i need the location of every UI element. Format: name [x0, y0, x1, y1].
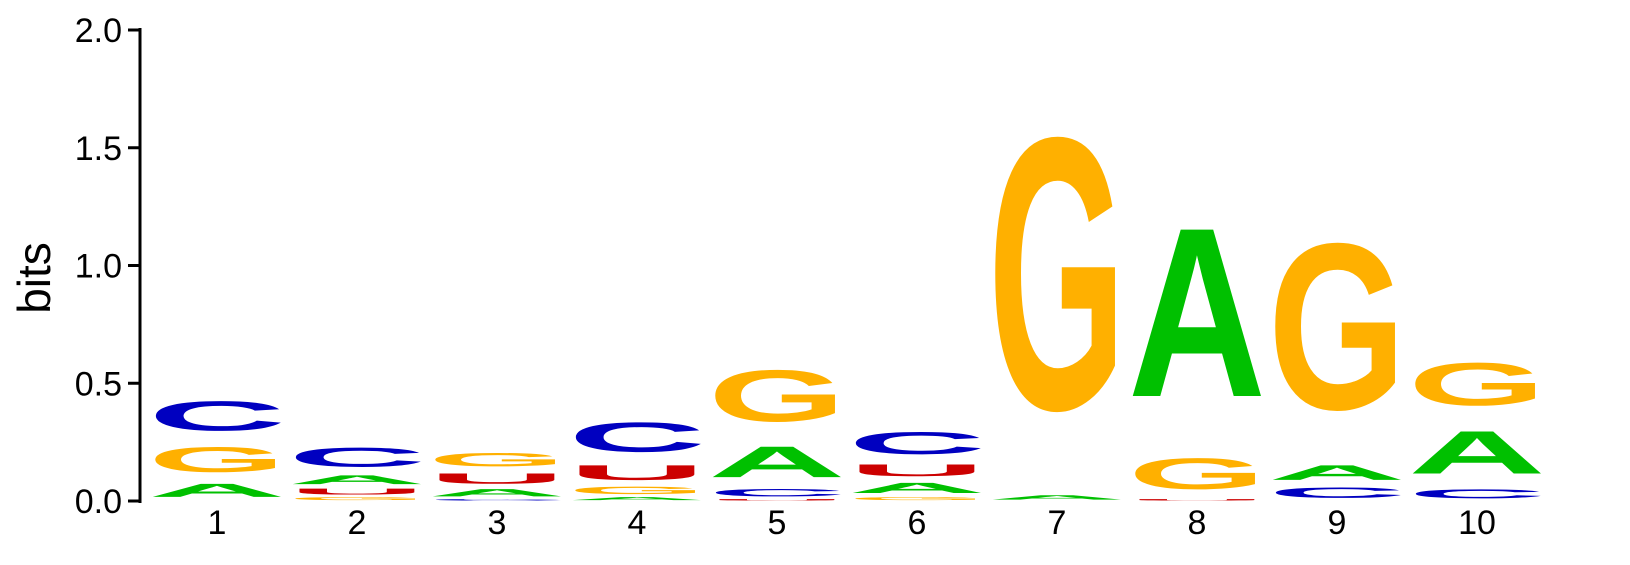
logo-letter-A: A: [1408, 419, 1546, 487]
logo-letter-U: U: [1128, 499, 1266, 501]
logo-letter-C: C: [428, 499, 566, 501]
logo-letter-G: G: [148, 440, 286, 480]
logo-letter-G: G: [988, 57, 1126, 492]
logo-letter-A: A: [1128, 179, 1266, 449]
letter-stack-9: CAG: [1268, 195, 1406, 501]
logo-letter-C: C: [148, 393, 286, 440]
logo-letter-G: G: [1408, 350, 1546, 418]
x-tick-label: 5: [768, 504, 787, 542]
logo-letter-U: U: [288, 487, 426, 496]
logo-letter-G: G: [1128, 449, 1266, 498]
y-tick-label: 1.0: [75, 248, 122, 286]
letter-stack-10: CAG: [1408, 350, 1546, 500]
y-axis: 0.0 0.5 1.0 1.5 2.0: [75, 12, 142, 521]
x-tick-label: 2: [348, 504, 367, 542]
logo-letter-G: G: [428, 449, 566, 470]
logo-letter-A: A: [148, 480, 286, 501]
logo-letter-C: C: [848, 426, 986, 461]
logo-letter-U: U: [848, 461, 986, 480]
x-tick-label: 4: [628, 504, 647, 542]
y-tick-label: 0.0: [75, 483, 122, 521]
letter-stack-8: UGA: [1128, 179, 1266, 501]
logo-letter-A: A: [428, 487, 566, 499]
logo-letter-A: A: [1268, 461, 1406, 485]
logo-letter-A: A: [568, 496, 706, 501]
logo-letter-U: U: [568, 461, 706, 485]
y-tick-label: 0.5: [75, 365, 122, 403]
x-tick-label: 3: [488, 504, 507, 542]
logo-letter-G: G: [288, 496, 426, 501]
y-tick-label: 1.5: [75, 130, 122, 168]
x-tick-label: 8: [1188, 504, 1207, 542]
logo-letter-U: U: [428, 470, 566, 487]
x-tick-label: 1: [208, 504, 227, 542]
logo-letter-A: A: [708, 437, 846, 486]
y-axis-title: bits: [8, 242, 60, 314]
x-tick-label: 9: [1328, 504, 1347, 542]
letter-stack-1: AGC: [148, 393, 286, 501]
logo-letter-G: G: [708, 355, 846, 437]
logo-letter-A: A: [288, 473, 426, 487]
y-tick-label: 2.0: [75, 12, 122, 50]
logo-letter-G: G: [848, 496, 986, 501]
x-tick-label: 10: [1458, 504, 1496, 542]
logo-letter-C: C: [568, 414, 706, 461]
logo-letter-C: C: [1408, 487, 1546, 501]
logo-letter-G: G: [568, 484, 706, 496]
logo-letter-C: C: [708, 487, 846, 499]
logo-letter-A: A: [848, 480, 986, 497]
logo-letter-G: G: [1268, 195, 1406, 460]
logo-letter-U: U: [708, 499, 846, 501]
letter-stack-7: AG: [988, 57, 1126, 501]
x-axis: 1 2 3 4 5 6 7 8 9 10: [208, 504, 1496, 542]
x-tick-label: 6: [908, 504, 927, 542]
logo-letter-C: C: [1268, 484, 1406, 501]
logo-letter-C: C: [288, 442, 426, 473]
x-tick-label: 7: [1048, 504, 1067, 542]
logo-letter-A: A: [988, 494, 1126, 501]
